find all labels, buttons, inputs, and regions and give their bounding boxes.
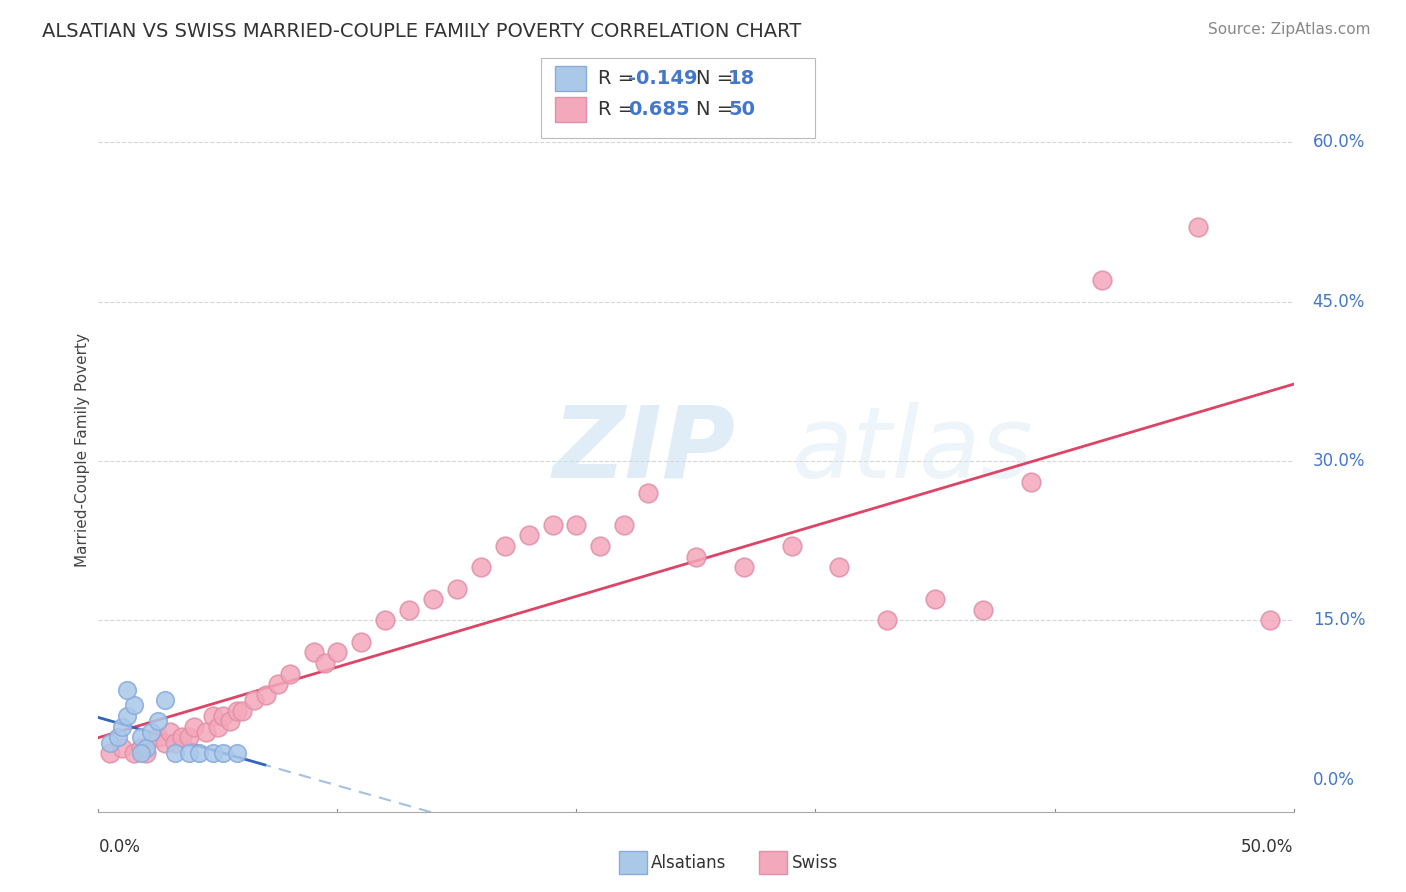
Point [172,731,194,745]
Point [115,682,138,697]
Text: ALSATIAN VS SWISS MARRIED-COUPLE FAMILY POVERTY CORRELATION CHART: ALSATIAN VS SWISS MARRIED-COUPLE FAMILY … [42,22,801,41]
Point [278,666,301,681]
Point [517,528,540,542]
Point [398,603,420,617]
Point [107,731,129,745]
Point [148,731,170,745]
Text: R =: R = [598,69,640,88]
Point [613,517,636,532]
Point [202,746,225,760]
Point [637,486,659,500]
Point [124,698,146,713]
Point [195,725,218,739]
Point [374,614,396,628]
Point [98,746,122,760]
Point [111,741,134,756]
Point [231,704,253,718]
Point [139,725,162,739]
Text: 30.0%: 30.0% [1313,452,1365,470]
Point [148,714,170,729]
Point [1187,220,1209,235]
Point [131,746,153,760]
Point [124,746,146,760]
Point [243,693,266,707]
Point [924,592,946,607]
Point [350,634,373,648]
Point [876,614,898,628]
Text: 0.0%: 0.0% [98,838,141,856]
Point [733,560,755,574]
Point [131,731,153,745]
Point [135,746,157,760]
Point [254,688,277,702]
Point [302,645,325,659]
Point [226,704,249,718]
Text: 15.0%: 15.0% [1313,611,1365,630]
Point [1019,475,1042,490]
Text: Alsatians: Alsatians [651,854,727,871]
Text: Swiss: Swiss [792,854,838,871]
Point [187,746,209,760]
Text: N =: N = [696,100,740,120]
Text: 50.0%: 50.0% [1241,838,1294,856]
Point [589,539,612,553]
Point [211,709,233,723]
Point [315,656,337,670]
Point [179,731,201,745]
Text: 18: 18 [728,69,755,88]
Point [1091,273,1114,287]
Point [163,746,186,760]
Point [470,560,492,574]
Point [155,736,177,750]
Text: -0.149: -0.149 [628,69,697,88]
Point [267,677,290,691]
Point [163,736,186,750]
Text: R =: R = [598,100,640,120]
Point [972,603,994,617]
Text: Source: ZipAtlas.com: Source: ZipAtlas.com [1208,22,1371,37]
Text: atlas: atlas [792,402,1033,499]
Point [494,539,516,553]
Point [828,560,851,574]
Point [219,714,242,729]
Point [226,746,249,760]
Text: ZIP: ZIP [553,402,735,499]
Point [446,582,468,596]
Point [111,720,134,734]
Text: 0.685: 0.685 [628,100,690,120]
Text: 60.0%: 60.0% [1313,133,1365,152]
Point [207,720,229,734]
Point [155,693,177,707]
Point [98,736,122,750]
Text: 45.0%: 45.0% [1313,293,1365,310]
Point [159,725,181,739]
Text: 0.0%: 0.0% [1313,771,1354,789]
Point [202,709,225,723]
Point [326,645,349,659]
Point [183,720,205,734]
Point [565,517,588,532]
Point [211,746,233,760]
Y-axis label: Married-Couple Family Poverty: Married-Couple Family Poverty [75,334,90,567]
Text: N =: N = [696,69,740,88]
Point [541,517,564,532]
Point [179,746,201,760]
Text: 50: 50 [728,100,755,120]
Point [1258,614,1281,628]
Point [780,539,803,553]
Point [131,741,153,756]
Point [422,592,444,607]
Point [115,709,138,723]
Point [135,741,157,756]
Point [685,549,707,564]
